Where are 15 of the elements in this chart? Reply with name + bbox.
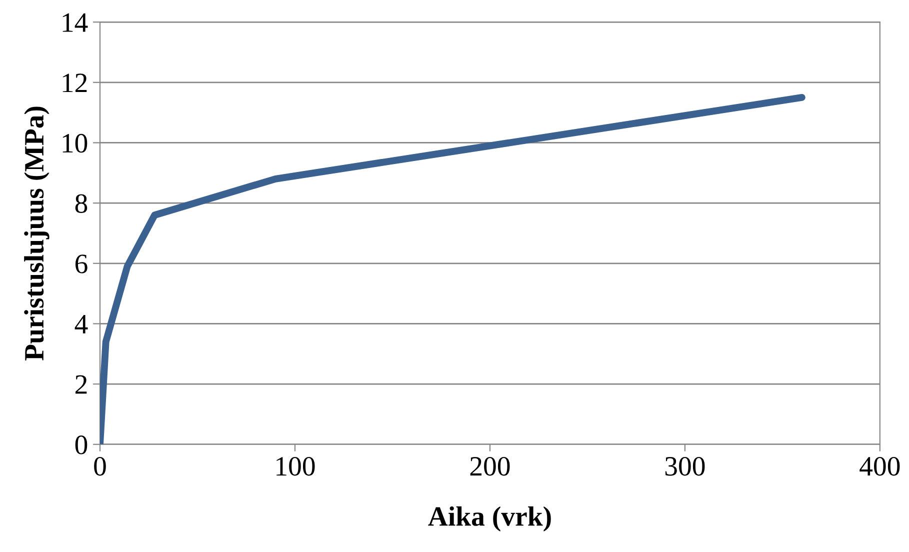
y-axis-title: Puristuslujuus (MPa)	[24, 106, 50, 360]
y-tick-label: 6	[75, 254, 88, 274]
x-tick-label: 400	[860, 456, 900, 476]
y-tick-label: 10	[62, 134, 88, 153]
y-tick-label: 2	[76, 375, 87, 394]
x-axis-title: Aika (vrk)	[428, 506, 551, 532]
x-tick-label: 0	[94, 456, 106, 476]
y-tick-label: 8	[75, 194, 88, 213]
x-tick-label: 100	[276, 456, 315, 476]
y-tick-label: 12	[62, 74, 87, 92]
x-tick-label: 300	[665, 456, 705, 476]
y-tick-label: 14	[62, 13, 88, 32]
y-tick-label: 0	[75, 436, 88, 454]
x-tick-label: 200	[470, 456, 510, 476]
y-tick-label: 4	[74, 315, 88, 334]
